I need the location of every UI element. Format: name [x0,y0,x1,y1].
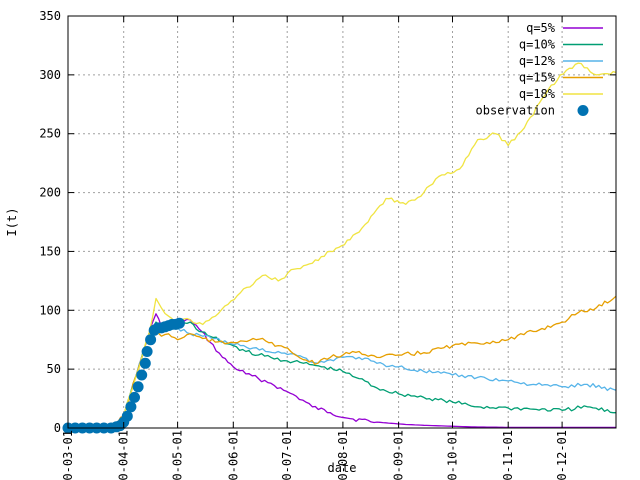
legend-label: q=12% [519,54,556,68]
y-tick-label: 50 [47,362,61,376]
legend-label: q=5% [526,21,556,35]
x-tick-label: 2020-12-01 [555,430,569,480]
y-tick-label: 200 [39,186,61,200]
series-line-q=15% [68,295,617,429]
observation-point [141,346,153,357]
x-axis-label: date [328,461,357,475]
legend-sample-point [577,105,589,116]
x-tick-label: 2020-04-01 [117,430,131,480]
y-tick-label: 150 [39,244,61,258]
x-tick-label: 2020-03-01 [61,430,75,480]
series-line-q=18% [68,62,617,429]
x-tick-label: 2020-06-01 [226,430,240,480]
legend: q=5% q=10% q=12% q=15% q=18% observation [476,21,603,118]
x-tick-label: 2020-09-01 [392,430,406,480]
y-tick-label: 100 [39,303,61,317]
x-tick-label: 2020-07-01 [280,430,294,480]
y-tick-label: 350 [39,9,61,23]
observation-point [136,369,148,381]
legend-label: q=10% [519,38,556,52]
x-tick-label: 2020-08-01 [336,430,350,480]
observation-point [145,334,157,346]
legend-label: observation [476,104,555,118]
y-tick-label: 0 [54,421,61,435]
observation-point [129,391,140,403]
observation-point [125,401,137,413]
plot-frame [67,15,617,429]
x-axis: 2020-03-01 2020-04-01 2020-05-01 2020-06-01… [61,16,569,480]
y-axis: 0 50 100 150 200 250 300 350 [39,9,616,435]
observation-point [139,357,151,369]
x-tick-label: 2020-10-01 [445,430,459,480]
observation-point [173,317,185,329]
y-tick-label: 250 [39,127,61,141]
y-axis-label: I(t) [5,208,19,237]
y-tick-label: 300 [39,68,61,82]
x-tick-label: 2020-05-01 [171,430,185,480]
legend-label: q=18% [519,87,556,101]
observation-point [132,381,144,393]
x-tick-label: 2020-11-01 [501,430,515,480]
legend-label: q=15% [519,71,556,85]
observation-point [121,410,133,422]
series-group [62,62,617,434]
